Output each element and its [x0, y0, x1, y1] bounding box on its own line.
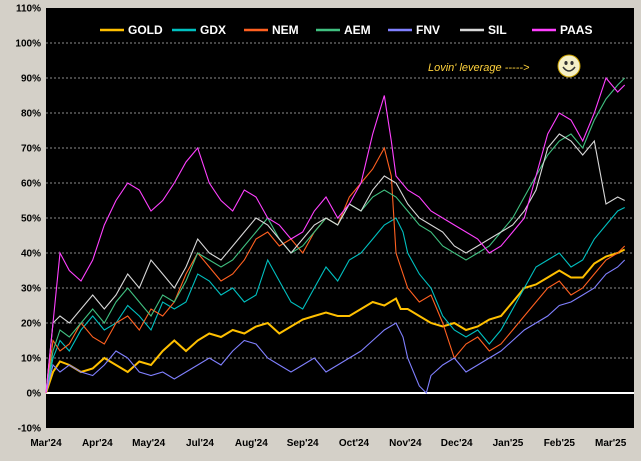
x-tick-label: Aug'24 [235, 438, 268, 449]
legend-label: PAAS [560, 23, 592, 37]
legend-label: GOLD [128, 23, 163, 37]
x-tick-label: May'24 [132, 438, 165, 449]
y-tick-label: 10% [21, 354, 41, 365]
legend-label: FNV [416, 23, 440, 37]
x-tick-label: Oct'24 [339, 438, 370, 449]
y-tick-label: 40% [21, 249, 41, 260]
legend-label: SIL [488, 23, 507, 37]
x-tick-label: Jul'24 [186, 438, 214, 449]
legend: GOLD GDX NEM AEM FNV SIL PAAS [100, 23, 592, 37]
x-tick-label: Dec'24 [441, 438, 473, 449]
series-line-sil [45, 133, 625, 394]
y-tick-label: 0% [27, 389, 42, 400]
x-tick-label: Feb'25 [544, 438, 576, 449]
y-tick-label: 20% [21, 319, 41, 330]
series-line-gdx [45, 207, 625, 394]
legend-label: NEM [272, 23, 299, 37]
y-axis-ticks: -10% 0% 10% 20% 30% 40% 50% 60% 70% 80% 90% 100% 110… [15, 4, 41, 435]
y-tick-label: -10% [18, 424, 41, 435]
y-tick-label: 80% [21, 109, 41, 120]
legend-label: AEM [344, 23, 371, 37]
series-lines [45, 76, 626, 395]
y-tick-label: 110% [16, 4, 41, 15]
x-tick-label: Apr'24 [82, 438, 113, 449]
y-tick-label: 60% [21, 179, 41, 190]
y-tick-label: 100% [15, 39, 41, 50]
x-tick-label: Sep'24 [287, 438, 319, 449]
x-axis-ticks: Mar'24 Apr'24 May'24 Jul'24 Aug'24 Sep'24 Oct'… [30, 438, 626, 449]
x-tick-label: Mar'25 [595, 438, 627, 449]
x-tick-label: Jan'25 [493, 438, 524, 449]
series-line-gold [45, 248, 626, 394]
grid-lines [46, 42, 634, 394]
smiley-icon [557, 54, 581, 78]
x-tick-label: Nov'24 [389, 438, 422, 449]
y-tick-label: 30% [21, 284, 41, 295]
y-tick-label: 90% [21, 74, 41, 85]
series-line-paas [45, 76, 626, 394]
legend-label: GDX [200, 23, 226, 37]
y-tick-label: 70% [21, 144, 41, 155]
y-tick-label: 50% [21, 214, 41, 225]
x-tick-label: Mar'24 [30, 438, 62, 449]
annotation-text: Lovin' leverage -----> [428, 62, 530, 74]
series-line-fnv [45, 259, 626, 395]
